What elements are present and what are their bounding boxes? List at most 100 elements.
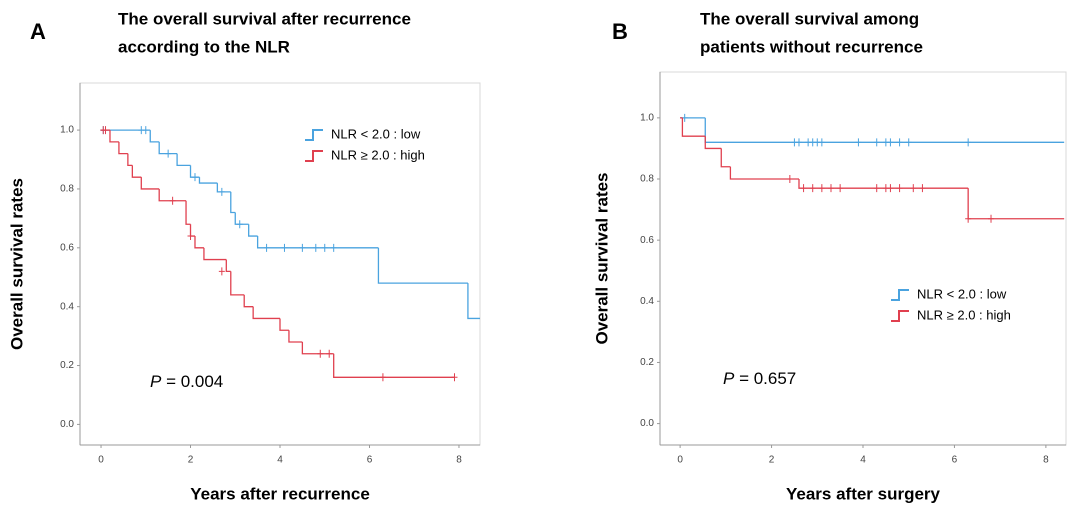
legend-swatch xyxy=(305,129,323,141)
censor-mark xyxy=(312,243,319,252)
chart-title: The overall survival among xyxy=(700,9,919,28)
censor-mark xyxy=(919,184,926,193)
censor-mark xyxy=(191,173,198,182)
survival-step xyxy=(243,294,254,308)
censor-mark xyxy=(910,184,917,193)
censor-mark xyxy=(873,184,880,193)
y-tick-label: 0.6 xyxy=(60,242,74,253)
y-axis-label: Overall survival rates xyxy=(592,172,611,344)
survival-step xyxy=(230,191,236,214)
survival-step xyxy=(131,165,142,178)
legend-swatch xyxy=(305,150,323,162)
survival-step xyxy=(185,200,191,225)
censor-mark xyxy=(218,267,225,276)
survival-step xyxy=(252,306,280,320)
survival-step xyxy=(720,148,731,168)
survival-step xyxy=(798,179,969,189)
survival-step xyxy=(198,177,218,184)
p-value: P = 0.004 xyxy=(150,372,223,391)
survival-step xyxy=(109,130,119,143)
censor-mark xyxy=(236,220,243,229)
survival-step xyxy=(149,130,160,143)
x-tick-label: 8 xyxy=(456,455,462,466)
y-tick-label: 0.2 xyxy=(640,357,654,368)
survival-step xyxy=(704,117,1065,143)
survival-step xyxy=(118,141,128,155)
panel-letter: B xyxy=(612,19,628,44)
survival-step xyxy=(158,188,187,202)
y-tick-label: 0.0 xyxy=(640,418,654,429)
x-axis-label: Years after surgery xyxy=(786,484,941,503)
y-tick-label: 0.6 xyxy=(640,235,654,246)
y-tick-label: 0.4 xyxy=(640,296,654,307)
survival-step xyxy=(234,212,249,225)
censor-mark xyxy=(451,373,458,382)
censor-mark xyxy=(800,184,807,193)
censor-mark xyxy=(330,243,337,252)
survival-step xyxy=(288,330,303,343)
censor-mark xyxy=(818,184,825,193)
p-symbol: P xyxy=(723,369,735,388)
survival-step xyxy=(140,177,160,190)
legend-swatch xyxy=(891,289,909,301)
survival-step xyxy=(203,247,227,261)
survival-step xyxy=(230,271,245,296)
panel-letter: A xyxy=(30,19,46,44)
legend-swatch xyxy=(891,310,909,322)
p-value: P = 0.657 xyxy=(723,369,796,388)
x-tick-label: 0 xyxy=(677,455,683,466)
censor-mark xyxy=(896,184,903,193)
censor-mark xyxy=(169,196,176,205)
survival-step xyxy=(189,224,195,237)
censor-mark xyxy=(873,138,880,147)
censor-mark xyxy=(887,184,894,193)
survival-step xyxy=(967,188,1065,220)
censor-mark xyxy=(827,184,834,193)
chart-title: The overall survival after recurrence xyxy=(118,9,411,28)
survival-step xyxy=(225,259,231,273)
chart-title: according to the NLR xyxy=(118,37,290,56)
survival-step xyxy=(216,183,231,193)
censor-mark xyxy=(379,373,386,382)
p-text: = 0.657 xyxy=(734,369,796,388)
legend-label: NLR < 2.0 : low xyxy=(331,126,421,141)
survival-step xyxy=(256,236,379,249)
x-tick-label: 6 xyxy=(367,455,373,466)
censor-mark xyxy=(809,184,816,193)
survival-step xyxy=(176,153,191,167)
legend-label: NLR ≥ 2.0 : high xyxy=(917,307,1011,322)
x-tick-label: 8 xyxy=(1043,455,1049,466)
y-tick-label: 0.2 xyxy=(60,360,74,371)
censor-mark xyxy=(165,149,172,158)
survival-step xyxy=(377,247,468,284)
y-tick-label: 1.0 xyxy=(640,113,654,124)
x-axis-label: Years after recurrence xyxy=(190,484,370,503)
survival-step xyxy=(333,353,455,378)
censor-mark xyxy=(887,138,894,147)
censor-mark xyxy=(965,138,972,147)
censor-mark xyxy=(218,187,225,196)
censor-mark xyxy=(837,184,844,193)
censor-mark xyxy=(187,232,194,241)
x-tick-label: 2 xyxy=(188,455,194,466)
censor-mark xyxy=(102,126,109,135)
legend-label: NLR ≥ 2.0 : high xyxy=(331,147,425,162)
x-tick-label: 2 xyxy=(769,455,775,466)
survival-step xyxy=(279,318,289,331)
survival-step xyxy=(467,283,480,320)
y-tick-label: 1.0 xyxy=(60,125,74,136)
plot-area xyxy=(659,71,1067,446)
censor-mark xyxy=(988,214,995,223)
survival-step xyxy=(704,136,722,150)
y-tick-label: 0.8 xyxy=(640,174,654,185)
censor-mark xyxy=(896,138,903,147)
censor-mark xyxy=(855,138,862,147)
censor-mark xyxy=(142,126,149,135)
survival-step xyxy=(681,117,706,137)
censor-mark xyxy=(299,243,306,252)
y-tick-label: 0.8 xyxy=(60,184,74,195)
censor-mark xyxy=(317,349,324,358)
survival-step xyxy=(127,153,133,167)
y-axis-label: Overall survival rates xyxy=(7,178,26,350)
